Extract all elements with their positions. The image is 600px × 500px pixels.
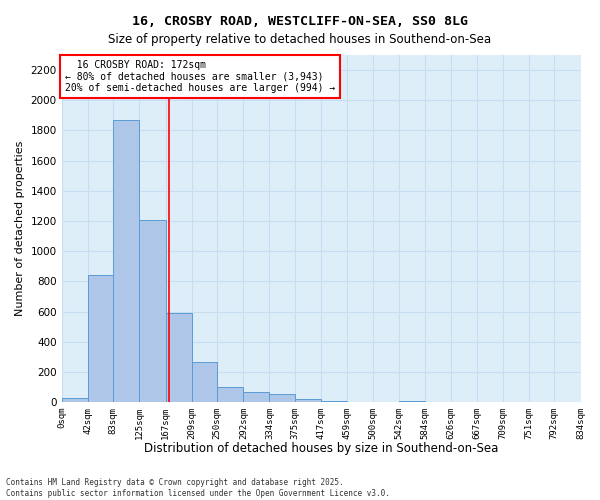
Text: 16, CROSBY ROAD, WESTCLIFF-ON-SEA, SS0 8LG: 16, CROSBY ROAD, WESTCLIFF-ON-SEA, SS0 8… [132, 15, 468, 28]
Bar [269, 394, 295, 402]
Bar [139, 220, 166, 402]
Bar [166, 313, 191, 402]
X-axis label: Distribution of detached houses by size in Southend-on-Sea: Distribution of detached houses by size … [144, 442, 498, 455]
Text: 16 CROSBY ROAD: 172sqm
← 80% of detached houses are smaller (3,943)
20% of semi-: 16 CROSBY ROAD: 172sqm ← 80% of detached… [65, 60, 335, 92]
Bar [113, 120, 139, 402]
Y-axis label: Number of detached properties: Number of detached properties [15, 141, 25, 316]
Bar [295, 400, 321, 402]
Bar [217, 387, 244, 402]
Bar [244, 392, 269, 402]
Bar [191, 362, 217, 402]
Text: Contains HM Land Registry data © Crown copyright and database right 2025.
Contai: Contains HM Land Registry data © Crown c… [6, 478, 390, 498]
Bar [62, 398, 88, 402]
Text: Size of property relative to detached houses in Southend-on-Sea: Size of property relative to detached ho… [109, 32, 491, 46]
Bar [88, 276, 113, 402]
